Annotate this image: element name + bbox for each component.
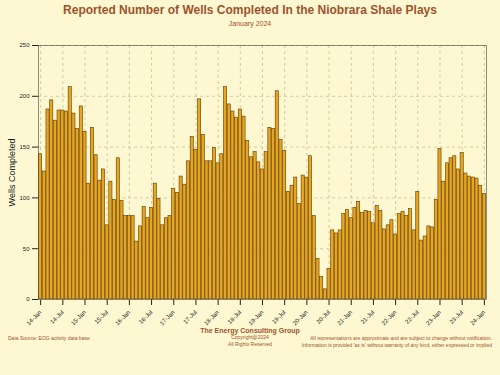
svg-text:24-Jan: 24-Jan bbox=[469, 309, 486, 326]
svg-text:22-Jul: 22-Jul bbox=[404, 309, 420, 325]
svg-text:250: 250 bbox=[19, 42, 30, 48]
html-text:January 2024: January 2024 bbox=[228, 20, 272, 27]
svg-text:20-Jan: 20-Jan bbox=[292, 309, 309, 326]
svg-text:17-Jul: 17-Jul bbox=[182, 309, 198, 325]
svg-text:15-Jan: 15-Jan bbox=[70, 309, 87, 326]
svg-text:21-Jan: 21-Jan bbox=[336, 309, 353, 326]
svg-text:Wells Completed: Wells Completed bbox=[7, 139, 17, 207]
svg-text:19-Jul: 19-Jul bbox=[271, 309, 287, 325]
svg-text:20-Jul: 20-Jul bbox=[315, 309, 331, 325]
svg-text:200: 200 bbox=[19, 93, 30, 99]
html-text:Information is provided 'as is: Information is provided 'as is' without … bbox=[301, 342, 492, 348]
html-text:All Rights Reserved: All Rights Reserved bbox=[228, 341, 272, 347]
svg-text:22-Jan: 22-Jan bbox=[380, 309, 397, 326]
svg-text:14-Jan: 14-Jan bbox=[25, 309, 42, 326]
svg-text:19-Jan: 19-Jan bbox=[247, 309, 264, 326]
svg-text:18-Jan: 18-Jan bbox=[203, 309, 220, 326]
svg-text:23-Jul: 23-Jul bbox=[448, 309, 464, 325]
svg-text:16-Jan: 16-Jan bbox=[114, 309, 131, 326]
html-text:All representations are approx: All representations are approximate and … bbox=[310, 335, 492, 341]
html-text:Copyright@2024: Copyright@2024 bbox=[231, 334, 269, 340]
svg-text:18-Jul: 18-Jul bbox=[227, 309, 243, 325]
svg-text:0: 0 bbox=[26, 296, 30, 302]
html-text:Data Source: EOG activity data: Data Source: EOG activity data base bbox=[8, 335, 90, 341]
svg-text:100: 100 bbox=[19, 195, 30, 201]
svg-text:23-Jan: 23-Jan bbox=[425, 309, 442, 326]
svg-text:21-Jul: 21-Jul bbox=[360, 309, 376, 325]
svg-text:15-Jul: 15-Jul bbox=[93, 309, 109, 325]
svg-text:50: 50 bbox=[23, 246, 30, 252]
html-text:The Energy Consulting Group: The Energy Consulting Group bbox=[200, 327, 300, 334]
svg-text:17-Jan: 17-Jan bbox=[159, 309, 176, 326]
svg-text:150: 150 bbox=[19, 144, 30, 150]
svg-text:14-Jul: 14-Jul bbox=[49, 309, 65, 325]
svg-text:16-Jul: 16-Jul bbox=[138, 309, 154, 325]
html-text:Reported Number of Wells Compl: Reported Number of Wells Completed In th… bbox=[63, 3, 437, 17]
